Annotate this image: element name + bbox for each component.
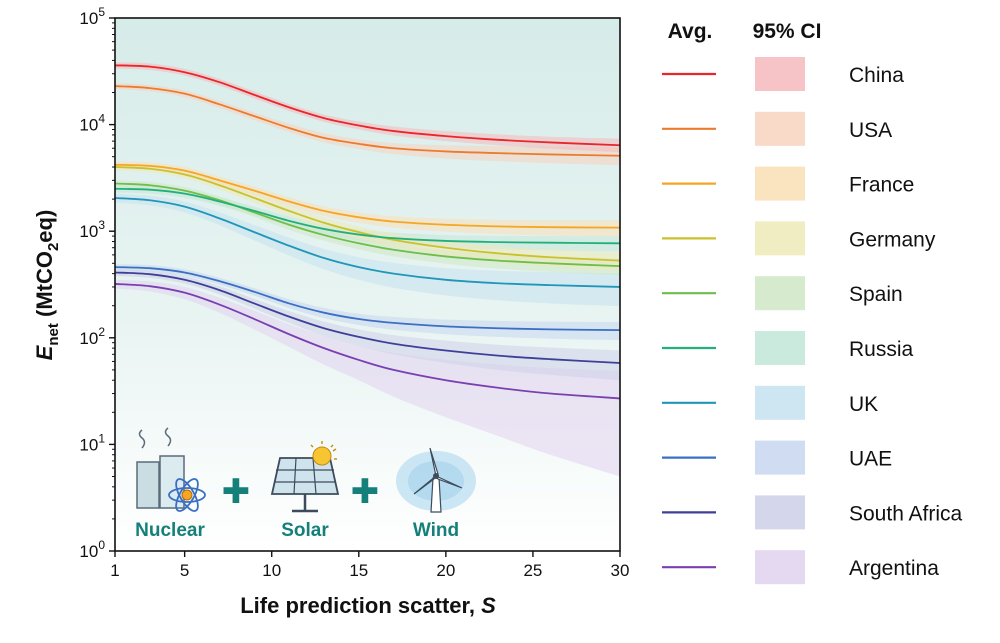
x-tick-label: 30 [611, 561, 630, 580]
legend-swatch-uae [755, 440, 805, 475]
legend-swatch-russia [755, 331, 805, 365]
ci-band-uae [115, 264, 620, 341]
energy-icons: Nuclear ✚ Solar ✚ [135, 427, 476, 541]
legend-swatch-germany [755, 221, 805, 256]
nuclear-icon [136, 427, 206, 512]
legend-header-avg: Avg. [668, 20, 713, 43]
legend-label-russia: Russia [849, 338, 914, 361]
ci-band-france [115, 161, 620, 237]
plot-frame [114, 17, 621, 552]
legend-label-argentina: Argentina [849, 557, 939, 580]
legend-swatch-france [755, 166, 805, 201]
avg-line-russia [115, 187, 620, 245]
x-axis: 1 5 10 15 20 25 30 [110, 551, 629, 580]
wind-label: Wind [413, 520, 459, 541]
legend-header-ci: 95% CI [753, 20, 822, 43]
x-tick-label: 25 [523, 561, 542, 580]
y-axis-title: Enet (MtCO2eq) [32, 210, 62, 361]
y-tick-label: 103 [79, 218, 105, 241]
avg-line-germany [115, 166, 620, 262]
avg-line-south-africa [115, 271, 620, 364]
legend-swatch-china [755, 57, 805, 91]
nuclear-label: Nuclear [135, 520, 205, 541]
legend-label-spain: Spain [849, 283, 903, 306]
wind-turbine-icon [396, 447, 476, 513]
legend-label-china: China [849, 64, 904, 87]
avg-line-china [115, 64, 620, 147]
avg-line-uae [115, 266, 620, 332]
legend-label-france: France [849, 174, 914, 197]
legend-swatch-spain [755, 276, 805, 311]
y-tick-label: 100 [79, 538, 105, 561]
ci-bands [115, 62, 620, 477]
y-tick-label: 105 [79, 5, 105, 28]
avg-line-uk [115, 197, 620, 288]
legend-swatch-south-africa [755, 495, 805, 530]
y-axis: 100 101 102 103 104 105 [79, 5, 115, 561]
legend-label-uk: UK [849, 393, 878, 416]
ci-band-argentina [115, 279, 620, 477]
solar-panel-icon [270, 441, 340, 513]
y-tick-label: 102 [79, 325, 105, 348]
avg-lines [115, 64, 620, 400]
legend-swatch-argentina [755, 550, 805, 585]
x-axis-title: Life prediction scatter, S [240, 593, 496, 618]
x-tick-label: 20 [436, 561, 455, 580]
legend-swatch-usa [755, 111, 805, 146]
x-tick-label: 1 [110, 561, 119, 580]
legend-label-uae: UAE [849, 448, 892, 471]
legend-swatch-uk [755, 385, 805, 420]
x-tick-label: 5 [180, 561, 189, 580]
legend-label-germany: Germany [849, 228, 936, 251]
avg-line-france [115, 163, 620, 229]
y-tick-label: 101 [79, 431, 105, 454]
legend: Avg. 95% CI China USA France Germany Spain Ru… [662, 20, 963, 585]
x-tick-label: 15 [349, 561, 368, 580]
avg-line-argentina [115, 283, 620, 400]
ci-band-south-africa [115, 269, 620, 381]
solar-label: Solar [281, 520, 329, 541]
legend-label-south-africa: South Africa [849, 502, 963, 525]
plus-icon-1: ✚ [222, 472, 251, 512]
ci-band-usa [115, 83, 620, 166]
legend-label-usa: USA [849, 119, 892, 142]
avg-line-spain [115, 182, 620, 268]
plus-icon-2: ✚ [351, 472, 380, 512]
ci-band-spain [115, 180, 620, 276]
avg-line-usa [115, 85, 620, 157]
x-tick-label: 10 [262, 561, 281, 580]
ci-band-uk [115, 193, 620, 307]
y-tick-label: 104 [79, 112, 105, 135]
